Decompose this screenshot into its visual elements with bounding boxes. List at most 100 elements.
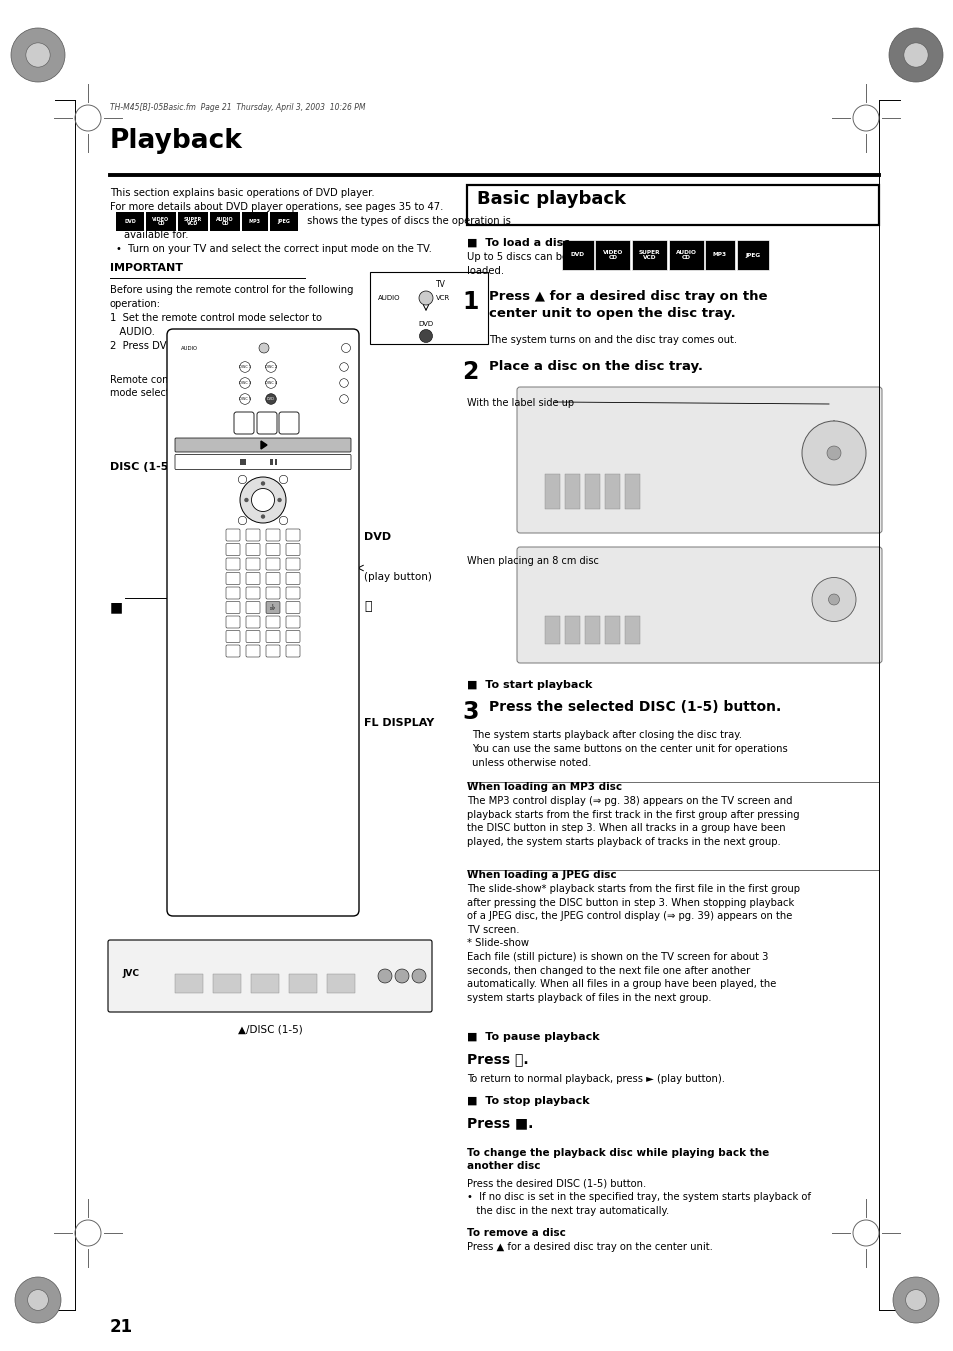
FancyBboxPatch shape <box>278 412 298 434</box>
Text: MP3: MP3 <box>249 219 261 224</box>
Text: Press ■.: Press ■. <box>467 1116 533 1129</box>
Text: DVD: DVD <box>364 532 391 542</box>
FancyBboxPatch shape <box>246 573 260 585</box>
Text: •  Turn on your TV and select the correct input mode on the TV.: • Turn on your TV and select the correct… <box>116 245 432 254</box>
Circle shape <box>412 969 426 984</box>
FancyBboxPatch shape <box>256 412 276 434</box>
Text: 1: 1 <box>461 290 477 313</box>
Text: This section explains basic operations of DVD player.: This section explains basic operations o… <box>110 188 375 199</box>
Text: AUDIO.: AUDIO. <box>110 327 154 336</box>
Text: Before using the remote control for the following: Before using the remote control for the … <box>110 285 354 295</box>
Text: To remove a disc: To remove a disc <box>467 1228 565 1238</box>
FancyBboxPatch shape <box>266 631 280 643</box>
FancyBboxPatch shape <box>286 543 299 555</box>
Text: AUDIO
CD: AUDIO CD <box>675 250 696 259</box>
Text: (play button): (play button) <box>364 571 432 582</box>
Text: Press ⏸.: Press ⏸. <box>467 1052 528 1066</box>
Text: Place a disc on the disc tray.: Place a disc on the disc tray. <box>489 359 702 373</box>
Circle shape <box>28 1290 49 1310</box>
Text: DISC 3: DISC 3 <box>238 381 251 385</box>
Bar <box>289 974 316 993</box>
Circle shape <box>26 43 51 68</box>
Text: •  If no disc is set in the specified tray, the system starts playback of: • If no disc is set in the specified tra… <box>467 1192 810 1202</box>
Circle shape <box>827 594 839 605</box>
FancyBboxPatch shape <box>266 530 280 540</box>
FancyBboxPatch shape <box>246 530 260 540</box>
Text: You can use the same buttons on the center unit for operations: You can use the same buttons on the cent… <box>472 744 787 754</box>
Text: Press ▲ for a desired disc tray on the
center unit to open the disc tray.: Press ▲ for a desired disc tray on the c… <box>489 290 767 320</box>
Circle shape <box>811 577 855 621</box>
Text: unless otherwise noted.: unless otherwise noted. <box>472 758 591 767</box>
Bar <box>271 459 273 465</box>
Text: DISC 4: DISC 4 <box>265 381 276 385</box>
Text: ■  To start playback: ■ To start playback <box>467 680 592 690</box>
Text: To change the playback disc while playing back the
another disc: To change the playback disc while playin… <box>467 1148 768 1171</box>
Circle shape <box>277 497 281 503</box>
Text: IMPORTANT: IMPORTANT <box>110 263 183 273</box>
Text: ■  To stop playback: ■ To stop playback <box>467 1096 589 1106</box>
Circle shape <box>888 28 942 82</box>
FancyBboxPatch shape <box>286 631 299 643</box>
FancyBboxPatch shape <box>226 530 240 540</box>
FancyBboxPatch shape <box>108 940 432 1012</box>
Circle shape <box>240 477 286 523</box>
Text: SUPER
VCD: SUPER VCD <box>638 250 659 259</box>
Bar <box>564 474 579 509</box>
Circle shape <box>266 378 276 388</box>
Circle shape <box>238 516 247 524</box>
Text: DVD: DVD <box>267 397 274 401</box>
Circle shape <box>15 1277 61 1323</box>
Text: JVC: JVC <box>122 970 139 978</box>
FancyBboxPatch shape <box>226 586 240 598</box>
Bar <box>584 474 599 509</box>
FancyBboxPatch shape <box>167 330 358 916</box>
FancyBboxPatch shape <box>517 547 882 663</box>
Text: FL
DISP: FL DISP <box>270 604 275 612</box>
Circle shape <box>892 1277 938 1323</box>
Bar <box>624 474 639 509</box>
Text: Playback: Playback <box>110 128 243 154</box>
Bar <box>584 616 599 643</box>
Circle shape <box>377 969 392 984</box>
Circle shape <box>244 497 249 503</box>
FancyBboxPatch shape <box>266 586 280 598</box>
Text: Press the selected DISC (1-5) button.: Press the selected DISC (1-5) button. <box>489 700 781 713</box>
FancyBboxPatch shape <box>226 558 240 570</box>
Circle shape <box>258 343 269 353</box>
Text: TH-M45[B]-05Basic.fm  Page 21  Thursday, April 3, 2003  10:26 PM: TH-M45[B]-05Basic.fm Page 21 Thursday, A… <box>110 103 365 112</box>
FancyBboxPatch shape <box>266 616 280 628</box>
Text: VIDEO
CD: VIDEO CD <box>602 250 622 259</box>
FancyBboxPatch shape <box>286 644 299 657</box>
FancyBboxPatch shape <box>174 454 351 470</box>
Text: AUDIO
CD: AUDIO CD <box>216 216 233 227</box>
Bar <box>604 616 619 643</box>
Circle shape <box>801 422 865 485</box>
Text: When placing an 8 cm disc: When placing an 8 cm disc <box>467 557 598 566</box>
Polygon shape <box>261 440 267 449</box>
Bar <box>595 240 630 270</box>
Text: When loading a JPEG disc: When loading a JPEG disc <box>467 870 616 880</box>
Text: operation:: operation: <box>110 299 161 309</box>
Text: Remote control
mode selector: Remote control mode selector <box>110 376 185 399</box>
Circle shape <box>279 516 288 524</box>
Bar <box>240 459 246 465</box>
Circle shape <box>279 476 288 484</box>
Bar <box>561 240 594 270</box>
Text: VIDEO
CD: VIDEO CD <box>152 216 170 227</box>
Text: Press ▲ for a desired disc tray on the center unit.: Press ▲ for a desired disc tray on the c… <box>467 1242 712 1252</box>
FancyBboxPatch shape <box>226 616 240 628</box>
FancyBboxPatch shape <box>226 601 240 613</box>
FancyBboxPatch shape <box>246 601 260 613</box>
Text: The MP3 control display (⇒ pg. 38) appears on the TV screen and
playback starts : The MP3 control display (⇒ pg. 38) appea… <box>467 796 799 847</box>
Bar <box>564 616 579 643</box>
Circle shape <box>260 515 265 519</box>
Circle shape <box>339 394 348 404</box>
FancyBboxPatch shape <box>246 631 260 643</box>
FancyBboxPatch shape <box>286 616 299 628</box>
FancyBboxPatch shape <box>246 586 260 598</box>
FancyBboxPatch shape <box>226 573 240 585</box>
Bar <box>146 212 175 231</box>
Circle shape <box>902 43 927 68</box>
FancyBboxPatch shape <box>266 601 280 613</box>
Circle shape <box>826 446 841 459</box>
